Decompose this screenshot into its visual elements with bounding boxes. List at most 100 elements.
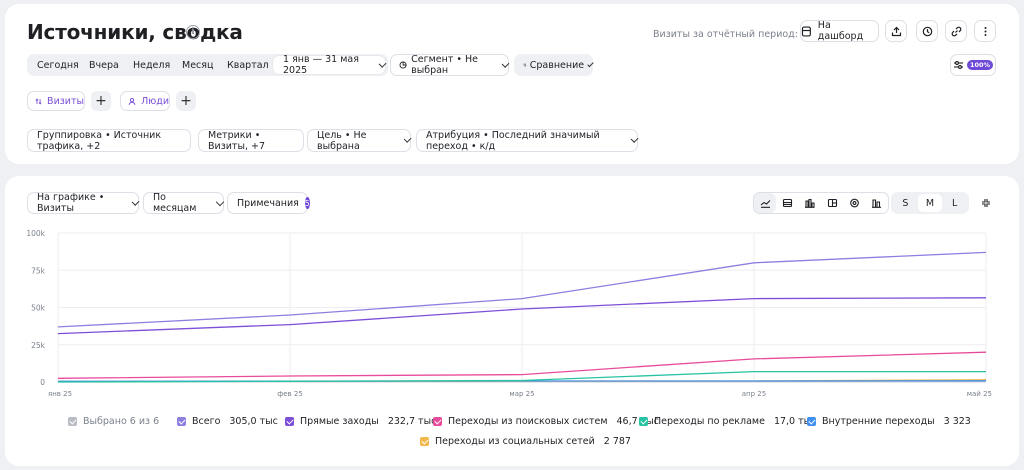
- checkbox-icon[interactable]: [807, 417, 816, 426]
- goal-select[interactable]: Цель • Не выбрана: [307, 129, 412, 152]
- add-to-dashboard-button[interactable]: На дашборд: [800, 20, 879, 42]
- chart-type-pie[interactable]: [843, 193, 865, 213]
- legend-value: 3 323: [943, 416, 971, 427]
- more-menu-button[interactable]: [974, 20, 996, 42]
- chevron-down-icon: [131, 197, 140, 206]
- chart-size-switcher: S M L: [891, 192, 969, 214]
- period-week[interactable]: Неделя: [133, 59, 171, 71]
- chevron-down-icon: [403, 135, 412, 143]
- period-month[interactable]: Месяц: [182, 59, 214, 71]
- legend-label: Внутренние переходы: [822, 416, 935, 427]
- visits-chip-label: Визиты: [47, 95, 84, 107]
- chart-type-line[interactable]: [754, 193, 777, 213]
- visits-line-chart: 0 25k 50k 75k 100k янв 25 фев 25 мар 25 апр 25 ма…: [26, 229, 992, 398]
- grouping-select[interactable]: Группировка • Источник трафика, +2: [27, 129, 191, 152]
- visits-chip[interactable]: Визиты: [27, 91, 85, 111]
- chevron-down-icon: [587, 60, 594, 67]
- chevron-down-icon: [501, 59, 510, 68]
- legend-item[interactable]: Переходы по рекламе 17,0 тыс: [639, 416, 816, 427]
- attribution-select[interactable]: Атрибуция • Последний значимый переход •…: [416, 129, 639, 152]
- x-tick-label: янв 25: [48, 390, 72, 398]
- pie-segment-icon: [399, 61, 407, 69]
- copy-link-button[interactable]: [945, 20, 967, 42]
- date-range-picker[interactable]: 1 янв — 31 мая 2025: [273, 54, 387, 76]
- y-tick-label: 100k: [26, 229, 45, 238]
- grouping-label: Группировка • Источник трафика, +2: [37, 129, 162, 152]
- legend-label: Переходы из поисковых систем: [448, 416, 608, 427]
- series-line: [57, 297, 987, 335]
- period-today[interactable]: Сегодня: [37, 59, 79, 71]
- sliders-icon: [953, 61, 963, 69]
- checkbox-icon[interactable]: [433, 417, 442, 426]
- add-visits-param-button[interactable]: +: [91, 91, 111, 111]
- chart-metric-label: На графике • Визиты: [37, 192, 105, 214]
- info-icon[interactable]: i: [186, 25, 200, 39]
- metrics-label: Метрики • Визиты, +7: [208, 129, 265, 152]
- chart-type-bars[interactable]: [866, 193, 888, 213]
- chevron-down-icon: [378, 59, 387, 68]
- chevron-down-icon: [215, 197, 225, 206]
- y-tick-label: 50k: [31, 304, 46, 313]
- legend-item[interactable]: Всего 305,0 тыс: [177, 416, 278, 427]
- chart-size-l[interactable]: L: [952, 197, 958, 209]
- checkbox-icon[interactable]: [285, 417, 294, 426]
- x-tick-label: фев 25: [277, 390, 303, 398]
- legend-label: Прямые заходы: [300, 416, 379, 427]
- period-quarter[interactable]: Квартал: [227, 59, 269, 71]
- comparison-label: Сравнение: [529, 59, 585, 71]
- history-button[interactable]: [916, 20, 938, 42]
- legend-value: 305,0 тыс: [229, 416, 278, 427]
- line-chart-icon: [760, 200, 771, 208]
- pie-chart-icon: [850, 198, 859, 208]
- chart-type-stacked-columns[interactable]: [821, 193, 843, 213]
- report-header-panel: Источники, сводка i Визиты за отчётный п…: [5, 4, 1019, 164]
- series-line: [57, 251, 987, 328]
- date-range-label: 1 янв — 31 мая 2025: [283, 54, 359, 76]
- fullscreen-button[interactable]: [975, 192, 997, 214]
- series-line: [57, 370, 986, 383]
- legend-select-all[interactable]: Выбрано 6 из 6: [68, 416, 159, 427]
- chart-panel: На графике • Визиты По месяцам Примечани…: [5, 176, 1019, 466]
- legend-label: Выбрано 6 из 6: [83, 416, 160, 427]
- checkbox-icon[interactable]: [68, 417, 77, 426]
- y-tick-label: 75k: [31, 266, 46, 275]
- chart-type-columns[interactable]: [799, 193, 821, 213]
- legend-label: Переходы по рекламе: [654, 416, 765, 427]
- chart-type-stacked-area[interactable]: [776, 193, 798, 213]
- y-tick-label: 25k: [31, 341, 46, 350]
- add-to-dashboard-label: На дашборд: [817, 20, 864, 42]
- chevron-down-icon: [630, 135, 639, 143]
- period-yesterday[interactable]: Вчера: [89, 59, 119, 71]
- report-settings-button[interactable]: 100%: [950, 54, 996, 76]
- segment-label: Сегмент • Не выбран: [411, 54, 478, 76]
- x-tick-label: мар 25: [509, 390, 534, 398]
- visits-period-summary: Визиты за отчётный период: 304 999: [653, 29, 841, 40]
- chart-metric-select[interactable]: На графике • Визиты: [27, 192, 140, 214]
- more-vertical-icon: [984, 26, 986, 36]
- checkbox-icon[interactable]: [420, 437, 429, 446]
- period-selector: Сегодня Вчера Неделя Месяц Квартал 1 янв…: [27, 54, 388, 76]
- legend-label: Всего: [192, 416, 221, 427]
- chart-size-m[interactable]: M: [917, 194, 943, 212]
- chart-size-s[interactable]: S: [902, 197, 909, 209]
- checkbox-icon[interactable]: [177, 417, 186, 426]
- metrics-select[interactable]: Метрики • Визиты, +7: [198, 129, 304, 152]
- collapse-icon: [982, 199, 990, 207]
- segment-select[interactable]: Сегмент • Не выбран: [390, 54, 510, 76]
- x-tick-label: апр 25: [742, 390, 766, 398]
- checkbox-icon[interactable]: [639, 417, 648, 426]
- add-people-param-button[interactable]: +: [176, 91, 196, 111]
- legend-item[interactable]: Переходы из социальных сетей 2 787: [420, 436, 631, 447]
- detail-period-select[interactable]: По месяцам: [143, 192, 225, 214]
- user-icon: [128, 97, 136, 105]
- comparison-select[interactable]: Сравнение: [514, 54, 594, 76]
- notes-button[interactable]: Примечания 5: [227, 192, 310, 214]
- legend-item[interactable]: Переходы из поисковых систем 46,7 тыс: [433, 416, 659, 427]
- clock-icon: [922, 26, 932, 36]
- people-chip-label: Люди: [141, 95, 169, 107]
- stacked-column-icon: [827, 198, 837, 208]
- legend-item[interactable]: Внутренние переходы 3 323: [807, 416, 971, 427]
- export-button[interactable]: [885, 20, 907, 42]
- legend-item[interactable]: Прямые заходы 232,7 тыс: [285, 416, 436, 427]
- people-chip[interactable]: Люди: [120, 91, 170, 111]
